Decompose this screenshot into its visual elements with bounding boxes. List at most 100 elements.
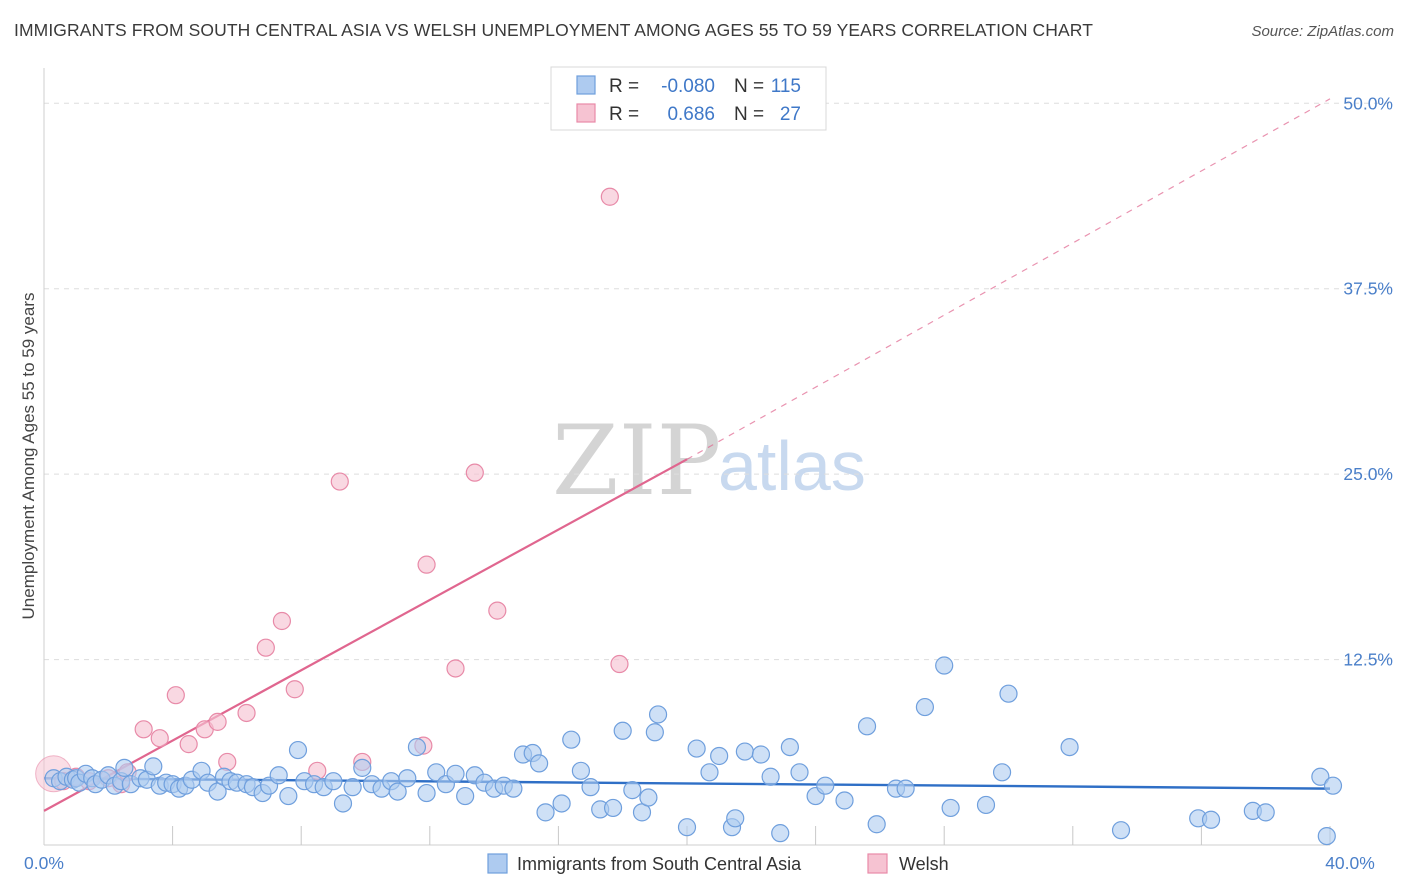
immigrants-point: [816, 776, 835, 795]
immigrants-point: [726, 809, 745, 828]
immigrants-point: [771, 824, 790, 843]
immigrants-point: [279, 786, 298, 806]
y-axis-title: Unemployment Among Ages 55 to 59 years: [19, 293, 38, 620]
legend-r-value-1: -0.080: [661, 76, 715, 97]
welsh-point: [134, 720, 153, 739]
legend-r-label-2: R =: [609, 104, 639, 125]
immigrants-points: [44, 656, 1343, 846]
immigrants-point: [343, 778, 362, 797]
legend-swatch-blue: [576, 75, 596, 95]
immigrants-point: [552, 794, 571, 813]
immigrants-point: [935, 656, 954, 675]
x-axis-ticks: [172, 826, 1331, 845]
y-tick-label: 25.0%: [1343, 464, 1393, 484]
immigrants-point: [417, 783, 436, 803]
immigrants-point: [115, 758, 134, 777]
immigrants-point: [1111, 821, 1131, 840]
welsh-point: [610, 654, 629, 674]
welsh-trend-dashed: [686, 98, 1331, 460]
immigrants-point: [735, 742, 754, 761]
legend-r-value-2: 0.686: [667, 104, 715, 125]
welsh-point: [600, 187, 619, 206]
immigrants-point: [710, 746, 729, 766]
immigrants-point: [1311, 767, 1330, 786]
immigrants-point: [603, 798, 623, 818]
watermark-atlas: atlas: [718, 427, 866, 505]
legend-n-label-1: N =: [734, 76, 764, 97]
chart-title: IMMIGRANTS FROM SOUTH CENTRAL ASIA VS WE…: [14, 20, 1094, 40]
immigrants-point: [941, 798, 960, 818]
immigrants-point: [504, 779, 523, 798]
welsh-point: [218, 752, 237, 772]
immigrants-point: [388, 782, 407, 801]
legend-swatch-pink: [576, 103, 596, 123]
y-tick-label: 50.0%: [1343, 93, 1393, 113]
immigrants-point: [780, 737, 799, 757]
immigrants-point: [648, 705, 668, 724]
immigrants-point: [867, 815, 886, 834]
gridlines: [44, 102, 1390, 661]
welsh-point: [285, 680, 304, 699]
welsh-point: [446, 659, 465, 678]
immigrants-point: [645, 723, 664, 742]
welsh-point: [208, 712, 227, 731]
immigrants-point: [530, 754, 549, 773]
x-tick-label-min: 0.0%: [24, 853, 64, 873]
welsh-point: [330, 472, 349, 491]
immigrants-point: [623, 781, 642, 800]
welsh-point: [256, 638, 275, 657]
correlation-legend: R = -0.080 N = 115 R = 0.686 N = 27: [550, 66, 827, 131]
immigrants-point: [751, 745, 771, 764]
immigrants-point: [562, 730, 581, 749]
welsh-point: [150, 729, 169, 748]
legend-r-label-1: R =: [609, 76, 639, 97]
welsh-points: [35, 187, 629, 794]
source-label: Source: ZipAtlas.com: [1251, 23, 1394, 40]
watermark-zip: ZIP: [552, 405, 721, 517]
immigrants-point: [790, 763, 809, 782]
immigrants-point: [1060, 737, 1079, 757]
immigrants-point: [992, 763, 1012, 782]
welsh-point: [272, 611, 292, 631]
x-tick-label-max: 40.0%: [1325, 853, 1375, 873]
bottom-legend-swatch-blue: [487, 853, 508, 874]
immigrants-point: [398, 769, 417, 788]
y-tick-label: 37.5%: [1343, 279, 1393, 299]
immigrants-point: [976, 795, 996, 815]
immigrants-point: [333, 794, 353, 813]
immigrants-point: [324, 772, 343, 791]
welsh-point: [179, 735, 198, 754]
immigrants-point: [446, 764, 465, 783]
bottom-legend-label-immigrants: Immigrants from South Central Asia: [517, 854, 802, 874]
legend-n-value-2: 27: [780, 104, 801, 125]
immigrants-point: [687, 739, 706, 758]
legend-n-value-1: 115: [771, 76, 801, 97]
welsh-trend-line: [43, 98, 1331, 812]
welsh-point: [465, 463, 484, 482]
immigrants-point: [1323, 776, 1343, 795]
immigrants-point: [427, 763, 446, 782]
immigrants-point: [761, 767, 780, 786]
immigrants-point: [613, 721, 632, 740]
welsh-point: [237, 703, 256, 723]
watermark: ZIP atlas: [552, 405, 866, 517]
immigrants-point: [288, 740, 308, 760]
immigrants-point: [407, 737, 427, 757]
immigrants-point: [835, 791, 854, 810]
bottom-legend-swatch-pink: [867, 853, 888, 874]
immigrants-point: [896, 779, 915, 798]
immigrants-point: [353, 758, 372, 777]
immigrants-point: [1201, 810, 1221, 829]
y-tick-label: 12.5%: [1343, 650, 1393, 670]
legend-n-label-2: N =: [734, 104, 764, 125]
immigrants-point: [915, 697, 935, 717]
immigrants-point: [269, 766, 288, 785]
immigrants-point: [536, 803, 555, 822]
immigrants-point: [581, 778, 600, 797]
legend-box: [550, 66, 827, 131]
immigrants-point: [639, 788, 658, 807]
welsh-trend-solid: [43, 458, 688, 812]
welsh-point: [488, 601, 507, 620]
y-tick-labels: 12.5% 25.0% 37.5% 50.0%: [1343, 93, 1393, 669]
